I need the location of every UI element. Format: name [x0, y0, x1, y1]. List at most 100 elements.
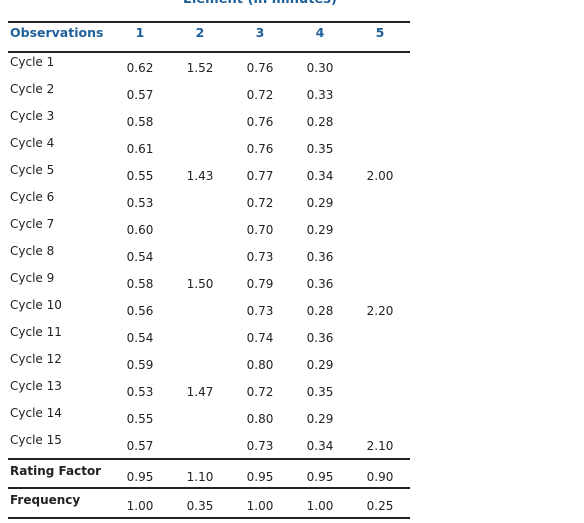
footer-label: Rating Factor [10, 464, 102, 478]
cell-col-1: 0.57 [126, 88, 154, 102]
table-row: Cycle 13 0.53 1.47 0.72 0.35 [8, 377, 410, 404]
cell-col-1: 0.55 [126, 412, 154, 426]
cell-col-3: 0.73 [246, 250, 274, 264]
footer-cell-col-2: 0.35 [186, 499, 214, 513]
row-label: Cycle 8 [10, 244, 55, 258]
row-label: Cycle 6 [10, 190, 55, 204]
cell-col-5: 2.00 [366, 169, 394, 183]
footer-cell-col-1: 0.95 [126, 470, 154, 484]
frequency-row: Frequency 1.00 0.35 1.00 1.00 0.25 [8, 487, 410, 519]
header-col-5: 5 [375, 25, 385, 40]
cell-col-2: 1.50 [186, 277, 214, 291]
row-label: Cycle 14 [10, 406, 62, 420]
table-row: Cycle 8 0.54 0.73 0.36 [8, 242, 410, 269]
cell-col-4: 0.35 [306, 142, 334, 156]
cell-col-3: 0.73 [246, 304, 274, 318]
table-row: Cycle 2 0.57 0.72 0.33 [8, 80, 410, 107]
cell-col-3: 0.76 [246, 61, 274, 75]
cell-col-3: 0.74 [246, 331, 274, 345]
table-row: Cycle 14 0.55 0.80 0.29 [8, 404, 410, 431]
footer-cell-col-2: 1.10 [186, 470, 214, 484]
cell-col-3: 0.77 [246, 169, 274, 183]
cell-col-1: 0.55 [126, 169, 154, 183]
footer-cell-col-5: 0.25 [366, 499, 394, 513]
table-row: Cycle 6 0.53 0.72 0.29 [8, 188, 410, 215]
footer-cell-col-5: 0.90 [366, 470, 394, 484]
cell-col-1: 0.62 [126, 61, 154, 75]
cell-col-4: 0.36 [306, 250, 334, 264]
cell-col-3: 0.72 [246, 88, 274, 102]
table-header-row: Observations 1 2 3 4 5 [8, 23, 410, 53]
cell-col-3: 0.80 [246, 412, 274, 426]
cell-col-4: 0.34 [306, 439, 334, 453]
cell-col-2: 1.43 [186, 169, 214, 183]
row-label: Cycle 9 [10, 271, 55, 285]
cell-col-3: 0.72 [246, 196, 274, 210]
cell-col-1: 0.61 [126, 142, 154, 156]
cell-col-3: 0.70 [246, 223, 274, 237]
cell-col-4: 0.36 [306, 331, 334, 345]
footer-cell-col-3: 0.95 [246, 470, 274, 484]
row-label: Cycle 3 [10, 109, 55, 123]
table-row: Cycle 10 0.56 0.73 0.28 2.20 [8, 296, 410, 323]
cell-col-4: 0.36 [306, 277, 334, 291]
row-label: Cycle 11 [10, 325, 62, 339]
cell-col-4: 0.35 [306, 385, 334, 399]
footer-cell-col-4: 1.00 [306, 499, 334, 513]
cell-col-1: 0.59 [126, 358, 154, 372]
row-label: Cycle 7 [10, 217, 55, 231]
table-row: Cycle 15 0.57 0.73 0.34 2.10 [8, 431, 410, 458]
rating-factor-row: Rating Factor 0.95 1.10 0.95 0.95 0.90 [8, 460, 410, 487]
cell-col-4: 0.29 [306, 196, 334, 210]
table-body: Cycle 1 0.62 1.52 0.76 0.30 Cycle 2 0.57 0.72 0.… [8, 53, 410, 458]
cell-col-1: 0.54 [126, 331, 154, 345]
cell-col-3: 0.79 [246, 277, 274, 291]
row-label: Cycle 10 [10, 298, 62, 312]
cell-col-1: 0.60 [126, 223, 154, 237]
table-row: Cycle 9 0.58 1.50 0.79 0.36 [8, 269, 410, 296]
table-row: Cycle 3 0.58 0.76 0.28 [8, 107, 410, 134]
table-row: Cycle 12 0.59 0.80 0.29 [8, 350, 410, 377]
cell-col-4: 0.33 [306, 88, 334, 102]
footer-cell-col-1: 1.00 [126, 499, 154, 513]
cell-col-1: 0.53 [126, 196, 154, 210]
table-footer: Rating Factor 0.95 1.10 0.95 0.95 0.90 Frequen… [8, 458, 410, 519]
cell-col-3: 0.76 [246, 115, 274, 129]
cell-col-4: 0.28 [306, 304, 334, 318]
cell-col-3: 0.72 [246, 385, 274, 399]
row-label: Cycle 13 [10, 379, 62, 393]
row-label: Cycle 5 [10, 163, 55, 177]
row-label: Cycle 1 [10, 55, 55, 69]
observations-table: Observations 1 2 3 4 5 Cycle 1 0.62 1.52 0.… [8, 21, 410, 519]
table-row: Cycle 11 0.54 0.74 0.36 [8, 323, 410, 350]
footer-label: Frequency [10, 493, 81, 507]
row-label: Cycle 4 [10, 136, 55, 150]
cell-col-4: 0.29 [306, 223, 334, 237]
cell-col-4: 0.30 [306, 61, 334, 75]
cell-col-1: 0.54 [126, 250, 154, 264]
header-col-1: 1 [135, 25, 145, 40]
table-row: Cycle 4 0.61 0.76 0.35 [8, 134, 410, 161]
header-col-4: 4 [315, 25, 325, 40]
table-row: Cycle 7 0.60 0.70 0.29 [8, 215, 410, 242]
table-row: Cycle 5 0.55 1.43 0.77 0.34 2.00 [8, 161, 410, 188]
cell-col-3: 0.80 [246, 358, 274, 372]
cell-col-1: 0.58 [126, 115, 154, 129]
footer-cell-col-3: 1.00 [246, 499, 274, 513]
footer-cell-col-4: 0.95 [306, 470, 334, 484]
cell-col-4: 0.29 [306, 412, 334, 426]
cell-col-3: 0.76 [246, 142, 274, 156]
row-label: Cycle 2 [10, 82, 55, 96]
header-col-2: 2 [195, 25, 205, 40]
cell-col-4: 0.29 [306, 358, 334, 372]
row-label: Cycle 15 [10, 433, 62, 447]
header-col-3: 3 [255, 25, 265, 40]
cell-col-2: 1.47 [186, 385, 214, 399]
table-caption: Element (in minutes) [150, 0, 370, 8]
cell-col-1: 0.53 [126, 385, 154, 399]
table-row: Cycle 1 0.62 1.52 0.76 0.30 [8, 53, 410, 80]
cell-col-1: 0.57 [126, 439, 154, 453]
cell-col-3: 0.73 [246, 439, 274, 453]
cell-col-4: 0.34 [306, 169, 334, 183]
cell-col-2: 1.52 [186, 61, 214, 75]
